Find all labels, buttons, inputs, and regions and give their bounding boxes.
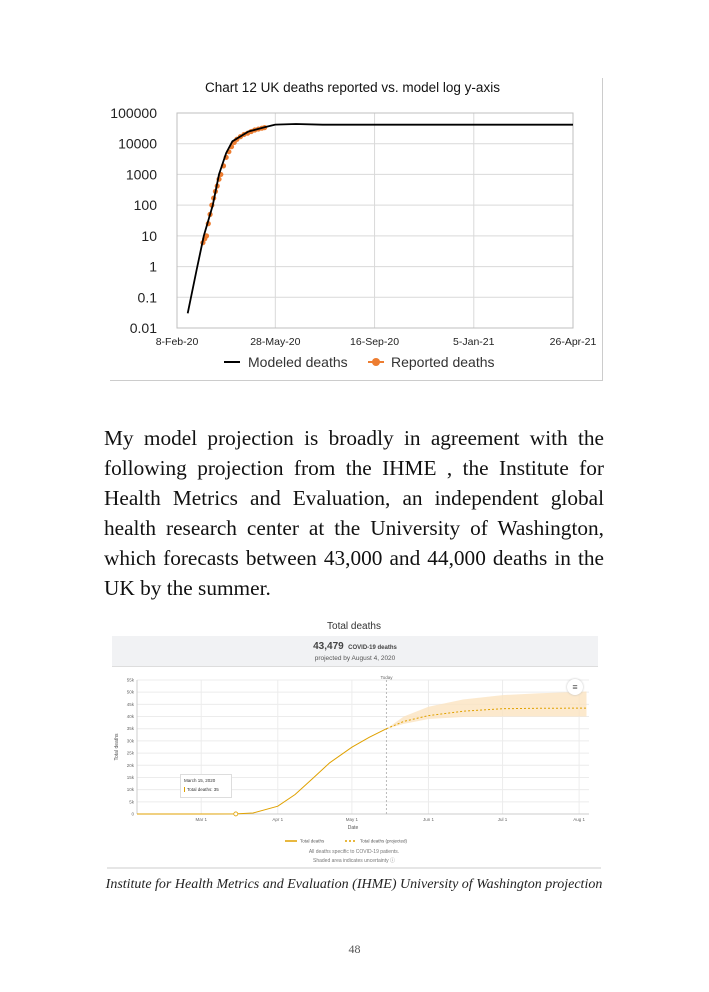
today-label: Today (380, 675, 393, 680)
summary-unit: COVID-19 deaths (348, 645, 397, 651)
uk-deaths-log-chart: 0.01 0.1 1 10 100 1000 10000 100000 8-Feb-20 28-M… (110, 105, 597, 370)
summary-box: 43,479 COVID-19 deaths projected by Augu… (112, 636, 598, 667)
body-paragraph: My model projection is broadly in agreem… (104, 426, 604, 600)
y-tick-label: 100 (134, 197, 158, 213)
y-tick-label: 0.1 (138, 289, 158, 305)
x-tick-label: 16-Sep-20 (350, 336, 399, 348)
tooltip-date: March 15, 2020 (184, 778, 216, 783)
x-tick-label: 8-Feb-20 (156, 336, 199, 348)
plot-area (176, 112, 574, 329)
x-tick-label: Mar 1 (195, 817, 207, 822)
x-tick-label: 5-Jan-21 (453, 336, 495, 348)
chart-note: All deaths specific to COVID-19 patients… (308, 849, 400, 855)
y-tick-label: 30k (127, 738, 135, 743)
x-tick-label: Jul 1 (498, 817, 508, 822)
tooltip-value: Total deaths: 35 (184, 787, 228, 792)
y-tick-label: 10 (141, 228, 157, 244)
y-tick-label: 5k (129, 799, 135, 804)
y-tick-label: 1000 (126, 166, 157, 182)
y-tick-label: 100000 (110, 105, 157, 121)
page-number: 48 (348, 942, 361, 956)
y-tick-label: 35k (127, 726, 135, 731)
uncertainty-band (386, 691, 587, 729)
uncertainty-note[interactable]: Shaded area indicates uncertainty ⓘ (313, 858, 395, 864)
x-axis-title: Date (348, 825, 359, 831)
x-tick-label: Aug 1 (573, 817, 585, 822)
y-tick-label: 1 (149, 259, 157, 275)
reported-death-point (203, 233, 210, 239)
legend-reported-label: Reported deaths (391, 354, 495, 370)
figure-caption: Institute for Health Metrics and Evaluat… (105, 877, 603, 892)
x-tick-label: 28-May-20 (250, 336, 300, 348)
y-tick-label: 25k (127, 751, 135, 756)
chart-title: Chart 12 UK deaths reported vs. model lo… (205, 80, 500, 95)
widget-title: Total deaths (327, 621, 381, 632)
y-tick-label: 0 (131, 812, 134, 817)
y-tick-label: 10000 (118, 136, 157, 152)
x-tick-label: 26-Apr-21 (550, 336, 597, 348)
y-tick-label: 15k (127, 775, 135, 780)
legend-modeled-label: Modeled deaths (248, 354, 348, 370)
x-tick-label: Apr 1 (272, 817, 283, 822)
total-deaths-line (137, 728, 387, 815)
legend-total-label: Total deaths (300, 839, 325, 844)
tooltip-point (233, 811, 239, 817)
y-tick-label: 40k (127, 714, 135, 719)
hamburger-menu-icon[interactable]: ≡ (567, 679, 583, 695)
x-tick-label: Jun 1 (423, 817, 435, 822)
y-tick-label: 50k (127, 690, 135, 695)
y-tick-label: 55k (127, 678, 135, 683)
y-tick-label: 0.01 (130, 320, 157, 336)
ihme-chart-widget: Total deaths 43,479 COVID-19 deaths proj… (107, 617, 601, 869)
y-axis-title: Total deaths (114, 733, 120, 760)
summary-subtitle: projected by August 4, 2020 (314, 655, 396, 662)
ihme-total-deaths-chart: 0 5k 10k 15k 20k 25k 30k 35k 40k 45k 50k 55k Mar 1 Ap… (114, 675, 589, 844)
y-tick-label: 20k (127, 763, 135, 768)
y-tick-label: 10k (127, 787, 135, 792)
projected-deaths-line (386, 707, 587, 730)
legend-projected-label: Total deaths (projected) (360, 839, 408, 844)
legend-reported-marker (372, 358, 380, 366)
chart-tooltip: March 15, 2020 Total deaths: 35 (180, 774, 232, 798)
summary-number: 43,479 (313, 641, 344, 652)
y-tick-label: 45k (127, 702, 135, 707)
modeled-deaths-line (186, 123, 573, 314)
chart-frame (110, 78, 603, 381)
x-tick-label: May 1 (346, 817, 359, 822)
